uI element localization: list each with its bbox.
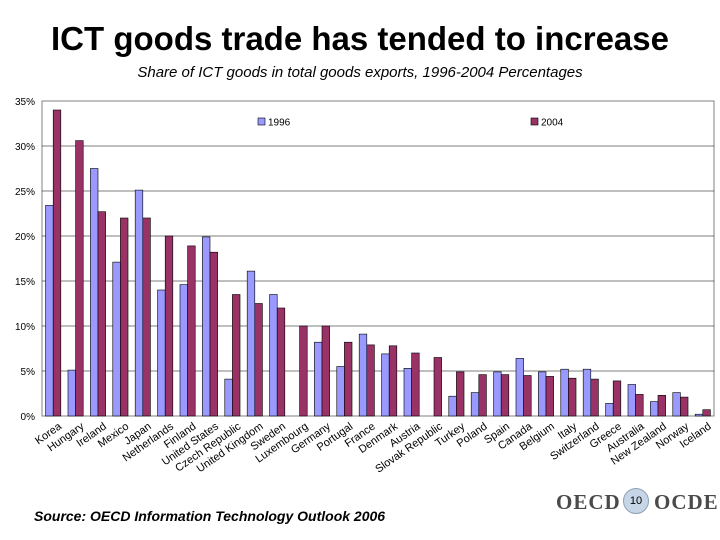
- bar-1996: [381, 353, 390, 417]
- bar-1996: [202, 236, 211, 417]
- bar-2004: [164, 235, 174, 417]
- bar-1996: [582, 368, 592, 417]
- bar-1996: [45, 205, 54, 417]
- legend-swatch-2004: [530, 117, 539, 126]
- bar-2004: [523, 375, 532, 417]
- bar-2004: [366, 344, 375, 417]
- bar-1996: [448, 395, 457, 417]
- bar-2004: [120, 217, 129, 417]
- y-tick-label: 25%: [15, 187, 35, 198]
- legend-swatch-1996: [257, 117, 266, 126]
- y-tick-label: 20%: [15, 232, 35, 243]
- bar-1996: [112, 261, 121, 417]
- bar-1996: [246, 270, 256, 417]
- bar-2004: [456, 371, 465, 417]
- bar-2004: [702, 409, 711, 417]
- y-tick-label: 0%: [21, 412, 36, 423]
- bar-1996: [179, 284, 188, 417]
- ocde-logo: OCDE: [654, 490, 719, 514]
- bar-2004: [657, 394, 666, 417]
- bar-2004: [388, 345, 398, 417]
- y-tick-label: 30%: [15, 142, 35, 153]
- slide-title: ICT goods trade has tended to increase: [51, 20, 669, 57]
- y-tick-label: 35%: [15, 97, 35, 108]
- bar-1996: [650, 401, 659, 417]
- bar-chart: 0%5%10%15%20%25%30%35%KoreaHungaryIrelan…: [15, 97, 715, 476]
- bar-1996: [515, 358, 524, 417]
- bar-1996: [538, 371, 547, 417]
- y-tick-label: 15%: [15, 277, 35, 288]
- bar-2004: [344, 341, 353, 417]
- bar-1996: [403, 367, 412, 417]
- bar-2004: [276, 307, 286, 417]
- bar-1996: [493, 371, 502, 417]
- y-tick-label: 5%: [21, 367, 36, 378]
- bar-2004: [635, 394, 644, 417]
- y-tick-label: 10%: [15, 322, 35, 333]
- bar-1996: [470, 392, 480, 417]
- bar-1996: [672, 392, 681, 417]
- source-note: Source: OECD Information Technology Outl…: [34, 508, 386, 524]
- bar-2004: [680, 396, 689, 417]
- bar-2004: [321, 325, 330, 417]
- bar-2004: [545, 376, 554, 417]
- bar-1996: [358, 333, 368, 417]
- bar-2004: [411, 352, 420, 417]
- bar-2004: [232, 294, 241, 417]
- bars: [45, 109, 711, 417]
- bar-2004: [187, 245, 196, 417]
- page-number-badge: 10: [623, 488, 649, 514]
- bar-1996: [90, 168, 99, 417]
- chart-subtitle: Share of ICT goods in total goods export…: [137, 64, 583, 81]
- legend-label-2004: 2004: [541, 118, 564, 129]
- bar-2004: [97, 211, 106, 417]
- bar-2004: [568, 377, 577, 417]
- bar-2004: [478, 374, 487, 417]
- bar-1996: [269, 294, 278, 417]
- bar-1996: [605, 403, 614, 417]
- bar-2004: [500, 374, 510, 417]
- bar-1996: [560, 368, 569, 417]
- bar-1996: [134, 189, 144, 417]
- bar-1996: [627, 384, 636, 417]
- bar-1996: [224, 378, 233, 417]
- bar-2004: [142, 217, 151, 417]
- bar-1996: [694, 413, 704, 417]
- bar-1996: [336, 366, 345, 417]
- gridlines: [41, 100, 715, 417]
- bar-1996: [157, 289, 166, 417]
- bar-2004: [75, 140, 84, 417]
- legend-label-1996: 1996: [268, 118, 291, 129]
- oecd-logo: OECD: [556, 490, 621, 514]
- bar-2004: [52, 109, 62, 417]
- bar-2004: [433, 357, 442, 417]
- bar-2004: [612, 380, 622, 417]
- bar-2004: [299, 325, 308, 417]
- bar-2004: [254, 303, 263, 417]
- legend: 1996 2004: [257, 117, 564, 129]
- bar-2004: [590, 378, 599, 417]
- plot-frame: [41, 100, 715, 417]
- bar-2004: [209, 251, 218, 417]
- bar-1996: [314, 341, 323, 417]
- bar-1996: [67, 369, 76, 417]
